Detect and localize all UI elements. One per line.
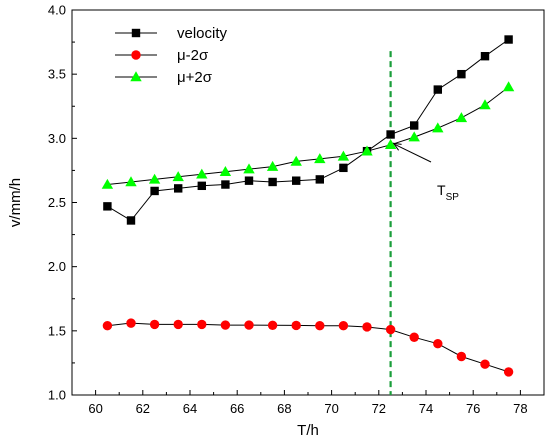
y-tick-label: 3.5 xyxy=(48,67,66,82)
data-point xyxy=(220,320,231,330)
y-tick-label: 1.0 xyxy=(48,388,66,403)
data-point xyxy=(149,319,160,330)
y-axis-title: v/mm/h xyxy=(7,178,24,227)
data-point xyxy=(267,320,278,331)
data-point xyxy=(362,322,372,332)
data-point xyxy=(103,202,112,211)
data-point xyxy=(268,177,277,187)
data-point xyxy=(244,176,254,185)
data-point xyxy=(457,69,466,79)
annotation-label: TSP xyxy=(437,182,459,203)
x-tick-label: 70 xyxy=(324,401,338,416)
data-point xyxy=(196,168,208,179)
data-point xyxy=(386,130,395,139)
x-axis-title: T/h xyxy=(297,422,319,439)
annotation-arrow xyxy=(394,143,432,163)
data-point xyxy=(174,184,183,193)
data-point xyxy=(126,216,136,225)
y-tick-label: 3.0 xyxy=(48,131,66,146)
data-point xyxy=(455,112,468,123)
data-point xyxy=(384,139,397,150)
x-tick-label: 60 xyxy=(88,401,102,416)
x-tick-label: 66 xyxy=(230,401,244,416)
data-point xyxy=(131,28,141,38)
data-point xyxy=(131,50,141,60)
data-point xyxy=(290,155,302,166)
data-point xyxy=(101,178,114,189)
x-tick-label: 72 xyxy=(372,401,386,416)
data-point xyxy=(219,166,232,176)
data-point xyxy=(409,332,419,342)
data-point xyxy=(102,321,113,331)
y-tick-label: 1.5 xyxy=(48,323,66,338)
series-2 xyxy=(101,81,515,189)
series-1 xyxy=(102,318,514,377)
annotation-subscript: SP xyxy=(446,192,460,203)
legend-label: μ+2σ xyxy=(177,69,213,86)
data-point xyxy=(408,131,420,142)
data-point xyxy=(292,176,301,185)
data-point xyxy=(503,367,514,377)
x-tick-label: 64 xyxy=(183,401,197,416)
data-point xyxy=(172,171,184,182)
data-point xyxy=(479,99,491,110)
x-tick-label: 74 xyxy=(419,401,433,416)
data-point xyxy=(410,121,419,130)
data-point xyxy=(173,319,183,330)
data-point xyxy=(433,338,443,349)
data-point xyxy=(432,122,444,133)
data-point xyxy=(480,52,490,61)
series-line xyxy=(107,322,509,373)
data-point xyxy=(315,321,325,331)
data-point xyxy=(244,320,254,330)
legend-label: μ-2σ xyxy=(177,47,209,64)
plot-frame xyxy=(71,9,545,396)
y-tick-label: 4.0 xyxy=(48,3,66,18)
data-point xyxy=(456,351,467,362)
data-point xyxy=(150,186,159,196)
data-point xyxy=(433,85,442,94)
data-point xyxy=(480,359,490,369)
x-tick-label: 76 xyxy=(466,401,480,416)
legend-item: μ-2σ xyxy=(115,47,209,64)
annotation-arrowhead xyxy=(392,142,402,151)
data-point xyxy=(130,71,142,82)
axes-layer: 60 62 64 66 68 70 72 74 76 78 1.0 1.5 2.0 2.5 3.0 3.5 4.… xyxy=(48,3,528,417)
data-point xyxy=(197,181,206,191)
y-tick-label: 2.5 xyxy=(48,195,66,210)
data-point xyxy=(125,176,137,187)
x-tick-label: 78 xyxy=(513,401,527,416)
data-point xyxy=(291,320,301,331)
data-point xyxy=(126,318,136,328)
x-tick-label: 68 xyxy=(277,401,291,416)
legend-item: velocity xyxy=(115,25,228,42)
data-point xyxy=(243,163,255,174)
legend-item: μ+2σ xyxy=(115,69,213,86)
annotation-layer: TSP xyxy=(392,142,459,203)
data-point xyxy=(339,163,348,173)
data-point xyxy=(504,35,513,44)
x-tick-label: 62 xyxy=(136,401,150,416)
series-layer xyxy=(101,35,515,377)
data-point xyxy=(314,153,326,164)
data-point xyxy=(315,175,324,184)
data-point xyxy=(148,173,161,184)
data-point xyxy=(337,150,350,161)
data-point xyxy=(221,180,230,189)
plot-border xyxy=(71,9,545,396)
data-point xyxy=(197,319,207,330)
data-point xyxy=(502,81,515,92)
data-point xyxy=(385,324,396,335)
data-point xyxy=(338,321,349,331)
legend-label: velocity xyxy=(177,25,228,42)
legend: velocity μ-2σ μ+2σ xyxy=(115,25,228,86)
data-point xyxy=(361,145,373,156)
data-point xyxy=(266,160,279,171)
series-line xyxy=(107,86,509,185)
y-tick-label: 2.0 xyxy=(48,259,66,274)
